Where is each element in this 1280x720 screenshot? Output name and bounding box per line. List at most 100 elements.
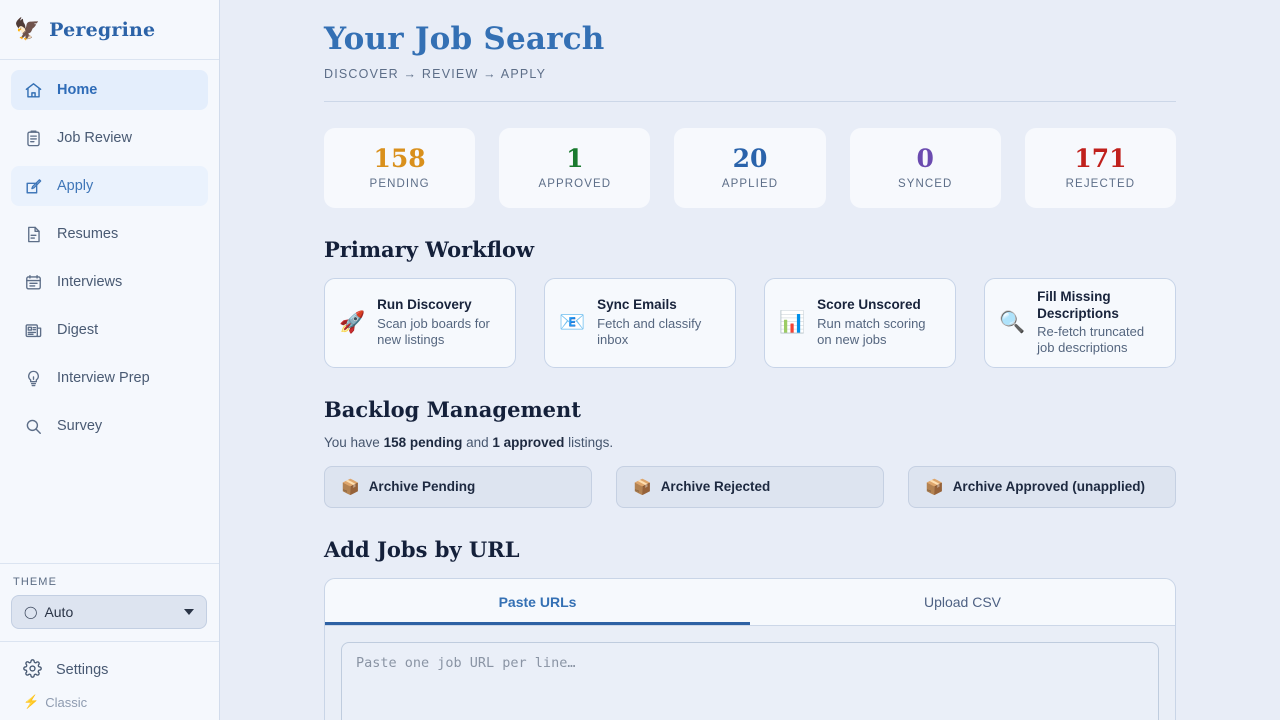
search-icon	[23, 416, 43, 436]
stat-label: REJECTED	[1065, 178, 1136, 191]
bar-chart-icon: 📊	[779, 311, 806, 335]
rocket-icon: 🚀	[339, 311, 366, 335]
brand-name: Peregrine	[49, 18, 156, 41]
settings-label: Settings	[56, 662, 109, 678]
stat-value: 0	[916, 144, 934, 174]
stat-label: APPROVED	[538, 178, 612, 191]
brand[interactable]: 🦅 Peregrine	[0, 0, 219, 60]
archive-button-row: 📦 Archive Pending 📦 Archive Rejected 📦 A…	[324, 465, 1176, 508]
url-textarea[interactable]	[341, 641, 1159, 720]
sidebar-item-label: Digest	[57, 322, 99, 338]
sidebar-item-digest[interactable]: Digest	[11, 310, 208, 350]
document-icon	[23, 224, 43, 244]
eagle-logo-icon: 🦅	[14, 18, 41, 41]
sidebar-item-label: Apply	[57, 178, 94, 194]
backlog-summary-mid: and	[462, 434, 493, 450]
workflow-card-sync-emails[interactable]: 📧 Sync Emails Fetch and classify inbox	[544, 278, 736, 368]
backlog-summary-suffix: listings.	[564, 434, 614, 450]
stat-value: 158	[373, 144, 426, 174]
classic-link[interactable]: ⚡ Classic	[11, 686, 208, 710]
sidebar-item-label: Home	[57, 82, 98, 98]
theme-circle-icon: ◯	[24, 605, 38, 619]
theme-block: THEME ◯ Auto	[0, 563, 219, 641]
sidebar-item-interviews[interactable]: Interviews	[11, 262, 208, 302]
lightbulb-icon	[23, 368, 43, 388]
calendar-icon	[23, 272, 43, 292]
page-title: Your Job Search	[324, 21, 605, 57]
gear-icon	[23, 658, 42, 682]
package-icon: 📦	[633, 478, 652, 496]
tab-paste-urls[interactable]: Paste URLs	[325, 579, 750, 625]
stat-value: 1	[566, 144, 584, 174]
sidebar-nav: Home Job Review Apply Resumes	[0, 60, 219, 563]
add-jobs-panel-body	[325, 625, 1175, 720]
sidebar-item-home[interactable]: Home	[11, 70, 208, 110]
newspaper-icon	[23, 320, 43, 340]
add-jobs-panel: Paste URLs Upload CSV	[324, 577, 1176, 720]
workflow-card-row: 🚀 Run Discovery Scan job boards for new …	[324, 278, 1176, 368]
theme-select[interactable]: ◯ Auto	[11, 595, 207, 629]
workflow-card-desc: Fetch and classify inbox	[597, 315, 702, 348]
stat-card-rejected: 171 REJECTED	[1024, 128, 1177, 209]
stat-card-synced: 0 SYNCED	[849, 128, 1001, 209]
sidebar-item-resumes[interactable]: Resumes	[11, 214, 208, 254]
workflow-card-score-unscored[interactable]: 📊 Score Unscored Run match scoring on ne…	[764, 278, 956, 368]
stat-value: 20	[732, 144, 768, 174]
workflow-card-title: Sync Emails	[597, 297, 677, 313]
tab-upload-csv[interactable]: Upload CSV	[923, 593, 1002, 610]
archive-pending-button[interactable]: 📦 Archive Pending	[324, 465, 592, 508]
sidebar-item-job-review[interactable]: Job Review	[11, 118, 208, 158]
sidebar-footer: Settings ⚡ Classic	[0, 641, 219, 720]
backlog-summary-prefix: You have	[324, 434, 384, 450]
stat-label: PENDING	[369, 178, 430, 191]
stat-card-applied: 20 APPLIED	[674, 128, 826, 209]
archive-rejected-button[interactable]: 📦 Archive Rejected	[616, 465, 884, 508]
workflow-card-desc: Scan job boards for new listings	[377, 315, 490, 348]
stat-value: 171	[1074, 144, 1127, 174]
stat-card-pending: 158 PENDING	[324, 128, 476, 209]
backlog-approved-count: 1 approved	[492, 434, 565, 450]
header-divider	[324, 101, 1176, 103]
chevron-down-icon	[184, 609, 194, 615]
workflow-card-title: Score Unscored	[817, 297, 921, 313]
archive-approved-button[interactable]: 📦 Archive Approved (unapplied)	[908, 465, 1176, 508]
workflow-card-title: Run Discovery	[377, 297, 472, 313]
pencil-square-icon	[23, 176, 43, 196]
main-content: Your Job Search DISCOVER → REVIEW → APPL…	[220, 0, 1280, 720]
stat-card-approved: 1 APPROVED	[499, 128, 651, 209]
breadcrumb: DISCOVER → REVIEW → APPLY	[324, 67, 547, 82]
archive-button-label: Archive Rejected	[660, 479, 771, 495]
sidebar-item-interview-prep[interactable]: Interview Prep	[11, 358, 208, 398]
backlog-heading: Backlog Management	[324, 396, 581, 422]
clipboard-icon	[23, 128, 43, 148]
theme-label: THEME	[13, 576, 57, 588]
email-icon: 📧	[559, 311, 586, 335]
archive-button-label: Archive Pending	[368, 479, 476, 495]
package-icon: 📦	[341, 478, 360, 496]
classic-label: Classic	[45, 694, 88, 710]
backlog-summary: You have 158 pending and 1 approved list…	[324, 435, 1176, 450]
sidebar-item-survey[interactable]: Survey	[11, 406, 208, 446]
primary-workflow-heading: Primary Workflow	[324, 237, 535, 263]
sidebar-item-label: Job Review	[57, 130, 132, 146]
stat-label: SYNCED	[897, 178, 953, 191]
sidebar-item-label: Survey	[57, 418, 103, 434]
workflow-card-desc: Run match scoring on new jobs	[817, 315, 926, 348]
home-icon	[23, 80, 43, 100]
workflow-card-run-discovery[interactable]: 🚀 Run Discovery Scan job boards for new …	[324, 278, 516, 368]
add-jobs-tabs: Paste URLs Upload CSV	[325, 579, 1175, 626]
workflow-card-title: Fill Missing Descriptions	[1037, 289, 1119, 321]
add-jobs-heading: Add Jobs by URL	[324, 536, 520, 562]
workflow-card-fill-missing-descriptions[interactable]: 🔍 Fill Missing Descriptions Re-fetch tru…	[984, 278, 1176, 368]
lightning-icon: ⚡	[23, 694, 40, 709]
backlog-pending-count: 158 pending	[383, 434, 463, 450]
sidebar-item-label: Interview Prep	[57, 370, 150, 386]
theme-value: Auto	[44, 604, 74, 620]
package-icon: 📦	[925, 478, 944, 496]
sidebar-item-settings[interactable]: Settings	[11, 654, 208, 686]
sidebar: 🦅 Peregrine Home Job Review Apply	[0, 0, 220, 720]
workflow-card-desc: Re-fetch truncated job descriptions	[1037, 324, 1145, 356]
stat-label: APPLIED	[721, 178, 779, 191]
sidebar-item-apply[interactable]: Apply	[11, 166, 208, 206]
